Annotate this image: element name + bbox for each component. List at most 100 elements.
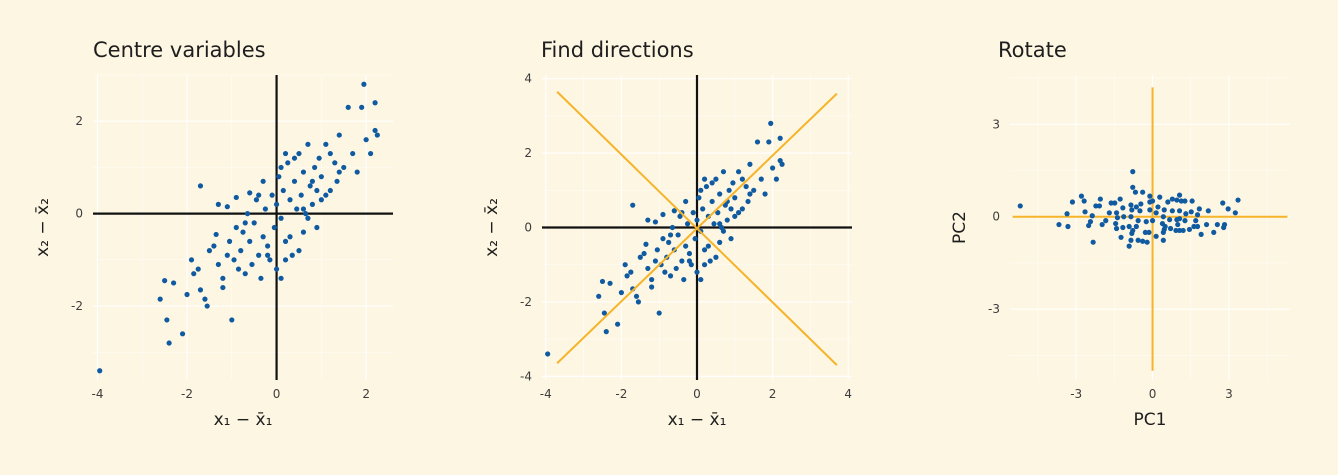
data-point [1196, 206, 1202, 212]
data-point [630, 202, 636, 208]
data-point [191, 271, 197, 277]
data-point [745, 198, 751, 205]
x-tick-label: 3 [1225, 387, 1233, 401]
data-point [204, 303, 210, 309]
data-point [766, 139, 772, 145]
x-axis-label: PC1 [1134, 410, 1167, 430]
data-point [276, 174, 282, 180]
data-point [260, 178, 266, 184]
data-point [720, 228, 727, 234]
data-point [545, 351, 551, 357]
data-point [747, 161, 753, 167]
data-point [692, 236, 698, 242]
data-point [649, 276, 655, 283]
data-point [164, 317, 170, 323]
data-point [1099, 221, 1105, 228]
data-point [1103, 218, 1109, 224]
data-point [724, 217, 730, 223]
data-point [282, 257, 289, 263]
data-point [694, 217, 700, 223]
data-point [743, 183, 749, 190]
data-point [1175, 221, 1181, 228]
data-point [596, 293, 602, 299]
data-point [671, 208, 677, 214]
data-point [601, 310, 607, 316]
data-point [732, 213, 738, 219]
data-point [686, 250, 693, 257]
data-point [265, 252, 271, 258]
data-point [673, 265, 679, 272]
data-point [1232, 210, 1238, 216]
data-point [345, 104, 351, 110]
data-point [291, 178, 298, 184]
data-point [1056, 221, 1062, 228]
direction-line-2 [556, 91, 838, 366]
data-point [1165, 199, 1171, 205]
data-point [220, 275, 226, 281]
data-point [336, 132, 342, 138]
data-point [336, 169, 342, 175]
data-point [660, 236, 666, 242]
data-point [327, 187, 333, 194]
data-point [654, 247, 660, 253]
data-point [1176, 208, 1183, 214]
data-point [645, 217, 651, 223]
panel-rotate: Rotate -3 0 3 -3 0 3 PC1 PC2 [880, 0, 1338, 475]
x-tick-label: -2 [181, 387, 193, 401]
data-point [1205, 208, 1211, 214]
data-point [1160, 237, 1166, 243]
data-point [314, 224, 320, 231]
data-point [635, 299, 642, 305]
chart-rotate: -3 0 3 -3 0 3 PC1 PC2 [950, 75, 1290, 430]
data-point [728, 206, 734, 212]
data-point [739, 206, 745, 212]
data-point [1113, 220, 1119, 227]
data-point [1096, 203, 1103, 209]
data-point [323, 192, 329, 198]
data-point [1128, 214, 1134, 220]
data-point [768, 120, 774, 126]
data-point [296, 248, 302, 254]
data-point [206, 248, 213, 254]
data-point [316, 155, 322, 161]
data-point [1129, 207, 1135, 213]
x-tick-label: 2 [362, 387, 370, 401]
data-point [247, 238, 253, 244]
data-point [686, 258, 693, 264]
data-point [229, 317, 235, 323]
x-tick-label: -2 [615, 387, 627, 401]
data-point [696, 195, 702, 201]
data-point [698, 276, 704, 283]
y-tick-label: -4 [520, 369, 532, 383]
data-point [195, 266, 201, 272]
x-tick-label: -4 [91, 387, 103, 401]
y-axis-label: x₂ − x̄₂ [482, 198, 502, 257]
x-tick-label: -3 [1070, 387, 1082, 401]
data-point [1133, 223, 1139, 230]
data-point [701, 247, 708, 253]
y-axis-label: PC2 [950, 211, 970, 244]
y-tick-label: 0 [992, 210, 1000, 224]
data-point [1167, 225, 1174, 232]
data-point [599, 278, 606, 285]
x-tick-label: 0 [273, 387, 281, 401]
data-point [1174, 197, 1180, 203]
data-point [1182, 218, 1188, 224]
data-point [713, 254, 719, 260]
data-point [1121, 214, 1127, 220]
data-point [683, 198, 689, 205]
data-point [1186, 226, 1193, 233]
data-point [202, 296, 208, 302]
data-point [1225, 206, 1231, 212]
data-point [709, 180, 715, 186]
data-point [231, 257, 237, 263]
data-point [314, 187, 320, 194]
data-point [1198, 231, 1204, 237]
data-point [1153, 210, 1159, 216]
data-point [294, 206, 300, 212]
data-point [368, 150, 374, 157]
x-tick-label: 0 [1149, 387, 1157, 401]
x-tick-label: 2 [769, 387, 777, 401]
chart-centre-variables: -4 -2 0 2 -2 0 2 x₁ − x̄₁ x₂ − x̄₂ [33, 74, 393, 430]
data-point [1176, 227, 1183, 234]
